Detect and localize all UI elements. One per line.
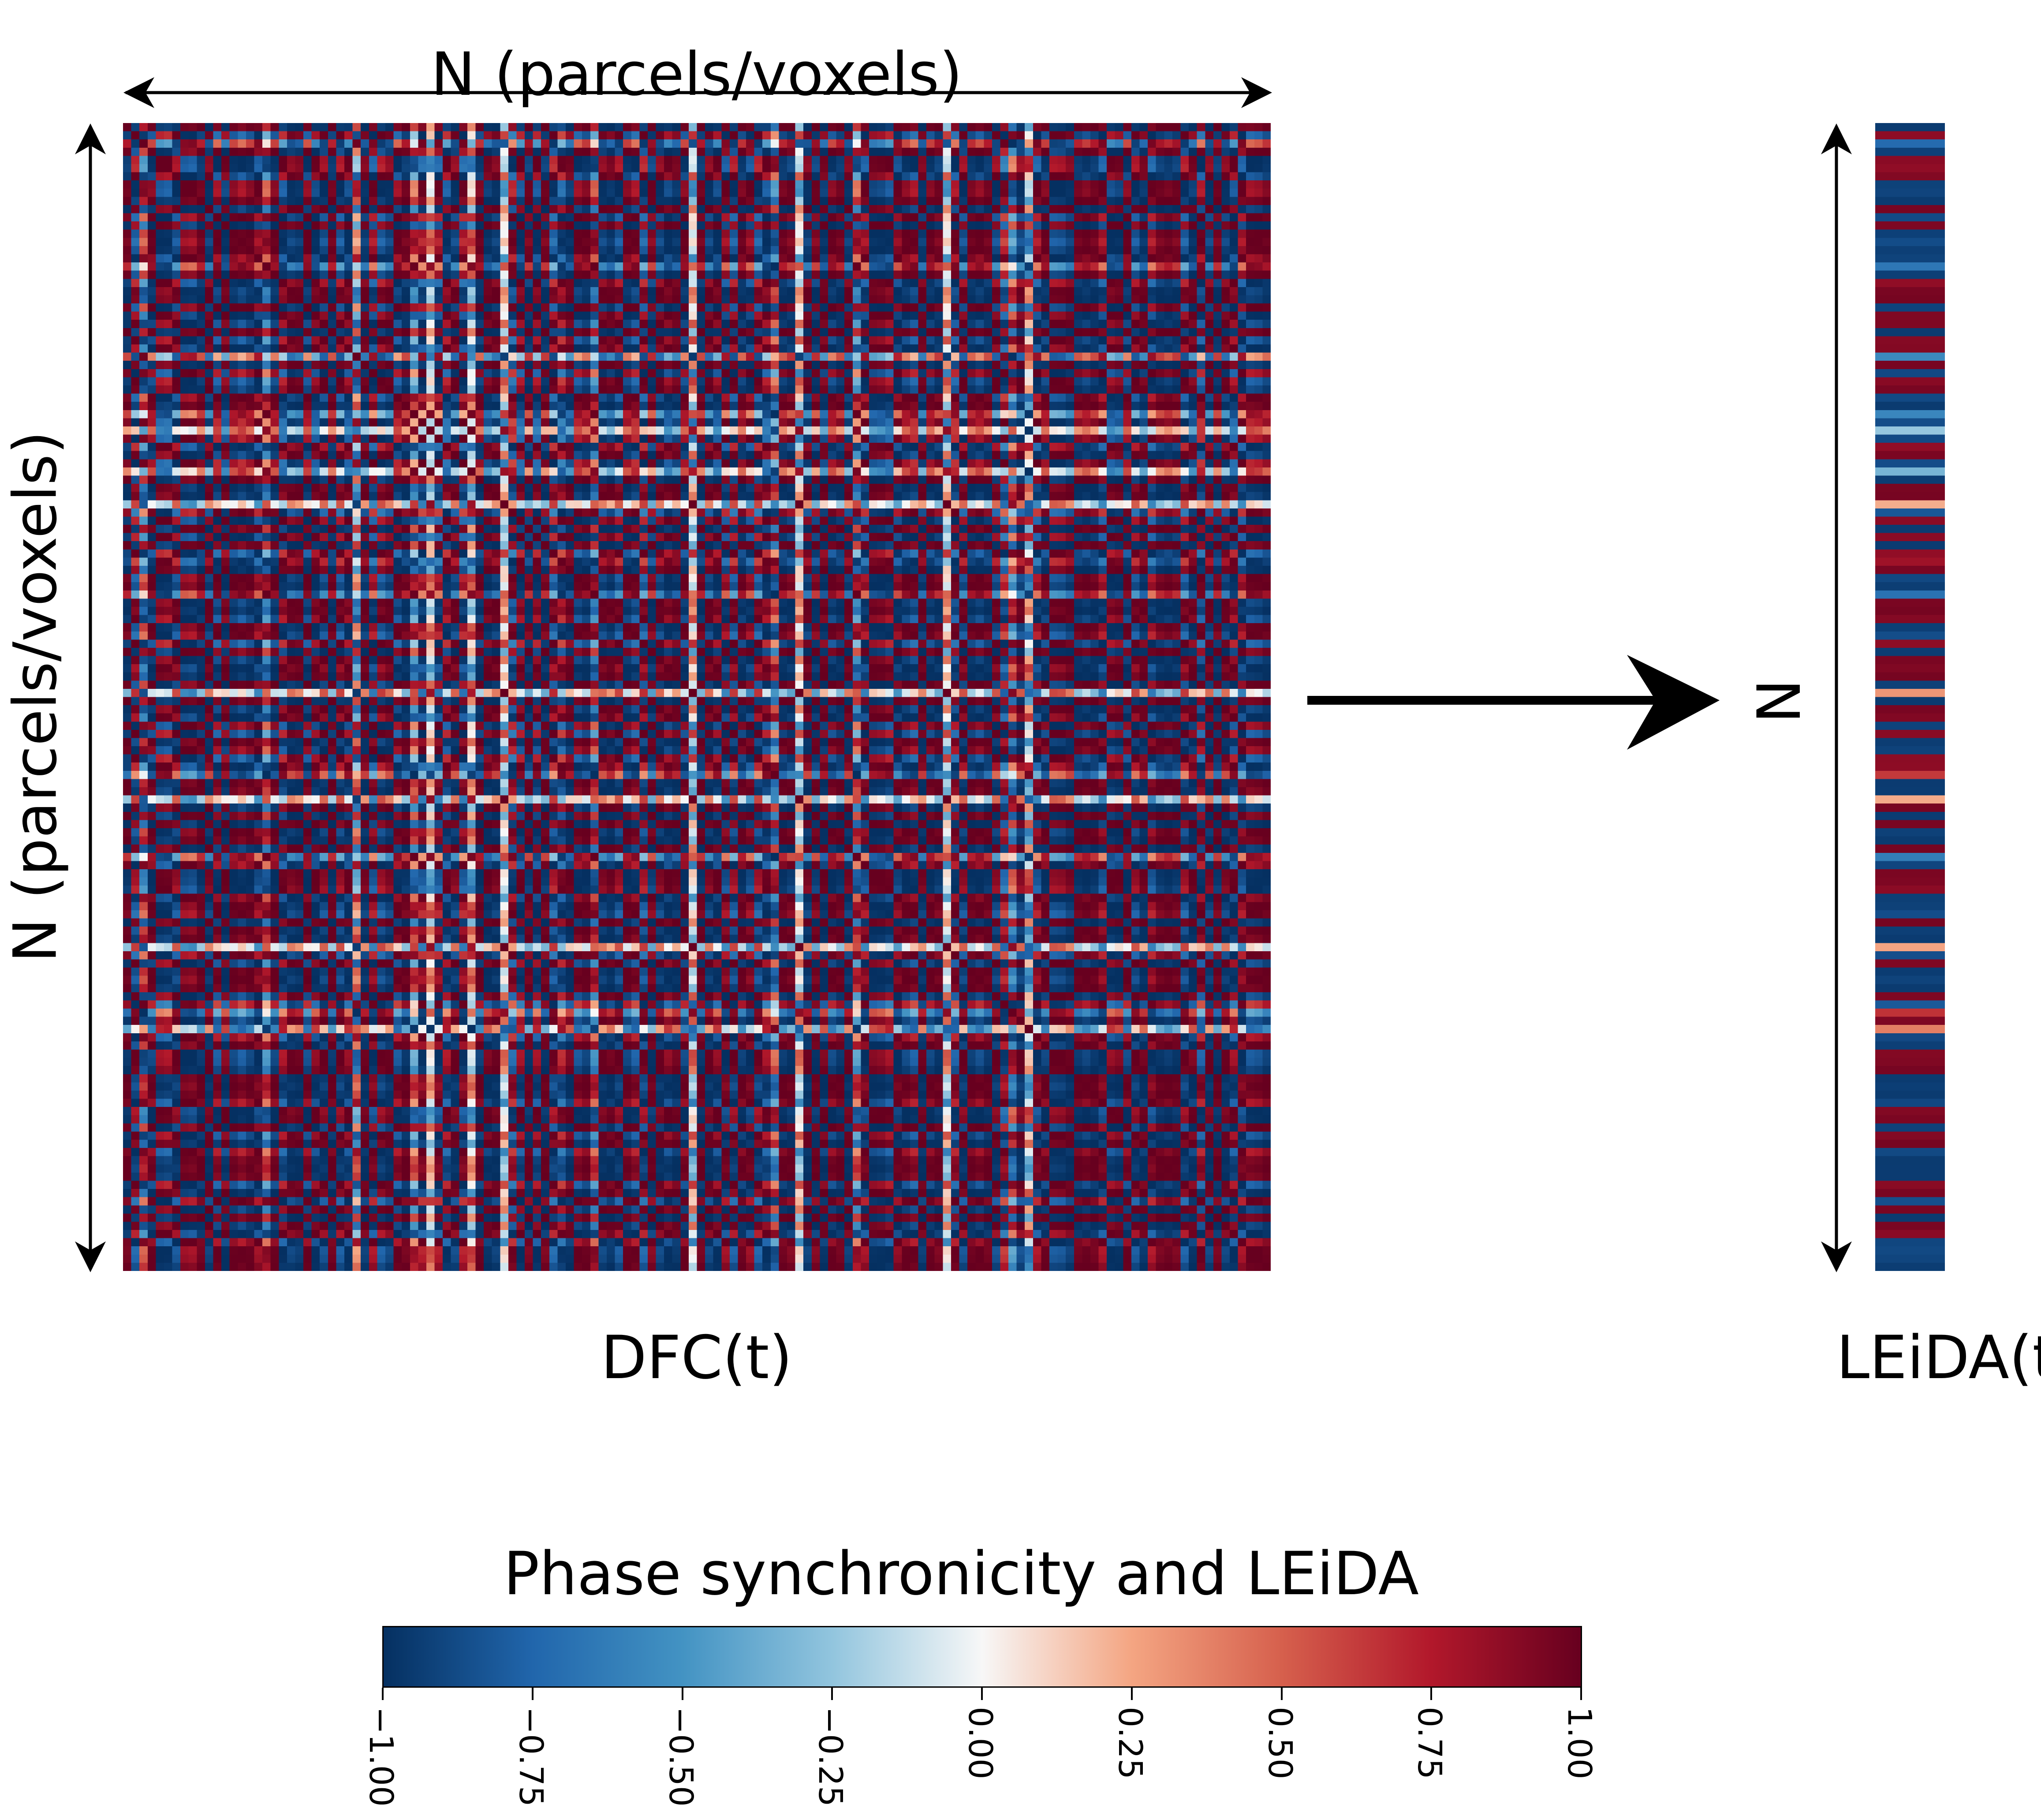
colorbar-tick xyxy=(531,1688,534,1700)
left-axis-label: N (parcels/voxels) xyxy=(0,431,70,963)
colorbar-tick xyxy=(1280,1688,1283,1700)
colorbar-tick-label: −0.75 xyxy=(511,1707,550,1807)
colorbar-tick xyxy=(831,1688,833,1700)
colorbar-tick-label: 0.50 xyxy=(1261,1707,1299,1779)
colorbar-tick xyxy=(681,1688,683,1700)
top-double-arrow xyxy=(123,77,1272,108)
colorbar-tick xyxy=(1131,1688,1133,1700)
colorbar xyxy=(382,1626,1582,1688)
colorbar-tick-label: 0.25 xyxy=(1111,1707,1149,1779)
dfc-matrix-heatmap xyxy=(123,123,1271,1271)
colorbar-tick-label: 1.00 xyxy=(1560,1707,1598,1779)
leida-eigenvector-bar xyxy=(1875,123,1945,1271)
colorbar-tick-label: 0.75 xyxy=(1410,1707,1449,1779)
colorbar-tick xyxy=(1430,1688,1433,1700)
colorbar-tick-label: −0.25 xyxy=(811,1707,850,1807)
right-double-arrow xyxy=(1821,123,1852,1272)
colorbar-tick-label: −0.50 xyxy=(661,1707,700,1807)
colorbar-tick xyxy=(981,1688,983,1700)
colorbar-tick xyxy=(382,1688,384,1700)
colorbar-tick-label: −1.00 xyxy=(362,1707,400,1807)
colorbar-tick-label: 0.00 xyxy=(961,1707,999,1779)
transform-arrow xyxy=(1307,655,1720,750)
left-double-arrow xyxy=(75,123,106,1272)
colorbar-tick xyxy=(1580,1688,1582,1700)
n-axis-label: N xyxy=(1742,679,1812,724)
